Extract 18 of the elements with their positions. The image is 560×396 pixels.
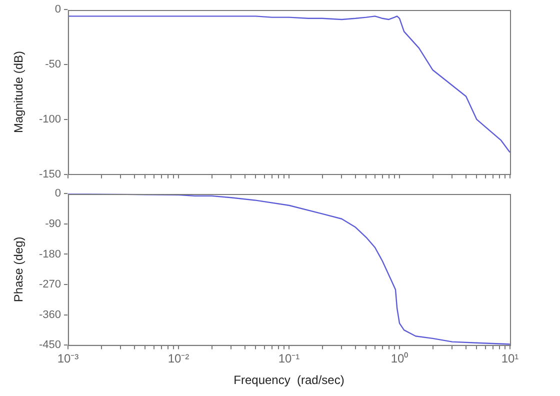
y-tick-label: -50 — [45, 58, 61, 71]
y-tick-label: -150 — [38, 168, 61, 180]
y-tick-label: -100 — [38, 114, 61, 126]
x-tick-label: 10¹ — [501, 352, 519, 366]
x-tick-label: 10⁻² — [168, 352, 190, 366]
y-tick-label: -180 — [38, 248, 61, 260]
y-tick-label: -450 — [38, 339, 61, 352]
x-tick-label: 10⁻¹ — [278, 352, 300, 366]
x-tick-label: 10⁰ — [390, 352, 408, 366]
x-axis-title: Frequency (rad/sec) — [234, 373, 344, 388]
y-axis-title: Phase (deg) — [12, 236, 26, 302]
y-tick-label: -360 — [38, 308, 61, 321]
y-tick-label: -270 — [38, 278, 61, 291]
y-tick-label: -90 — [45, 218, 61, 230]
y-tick-label: 0 — [54, 4, 61, 16]
y-axis-title: Magnitude (dB) — [12, 50, 26, 134]
y-tick-label: 0 — [54, 188, 61, 200]
x-tick-label: 10⁻³ — [57, 352, 79, 366]
